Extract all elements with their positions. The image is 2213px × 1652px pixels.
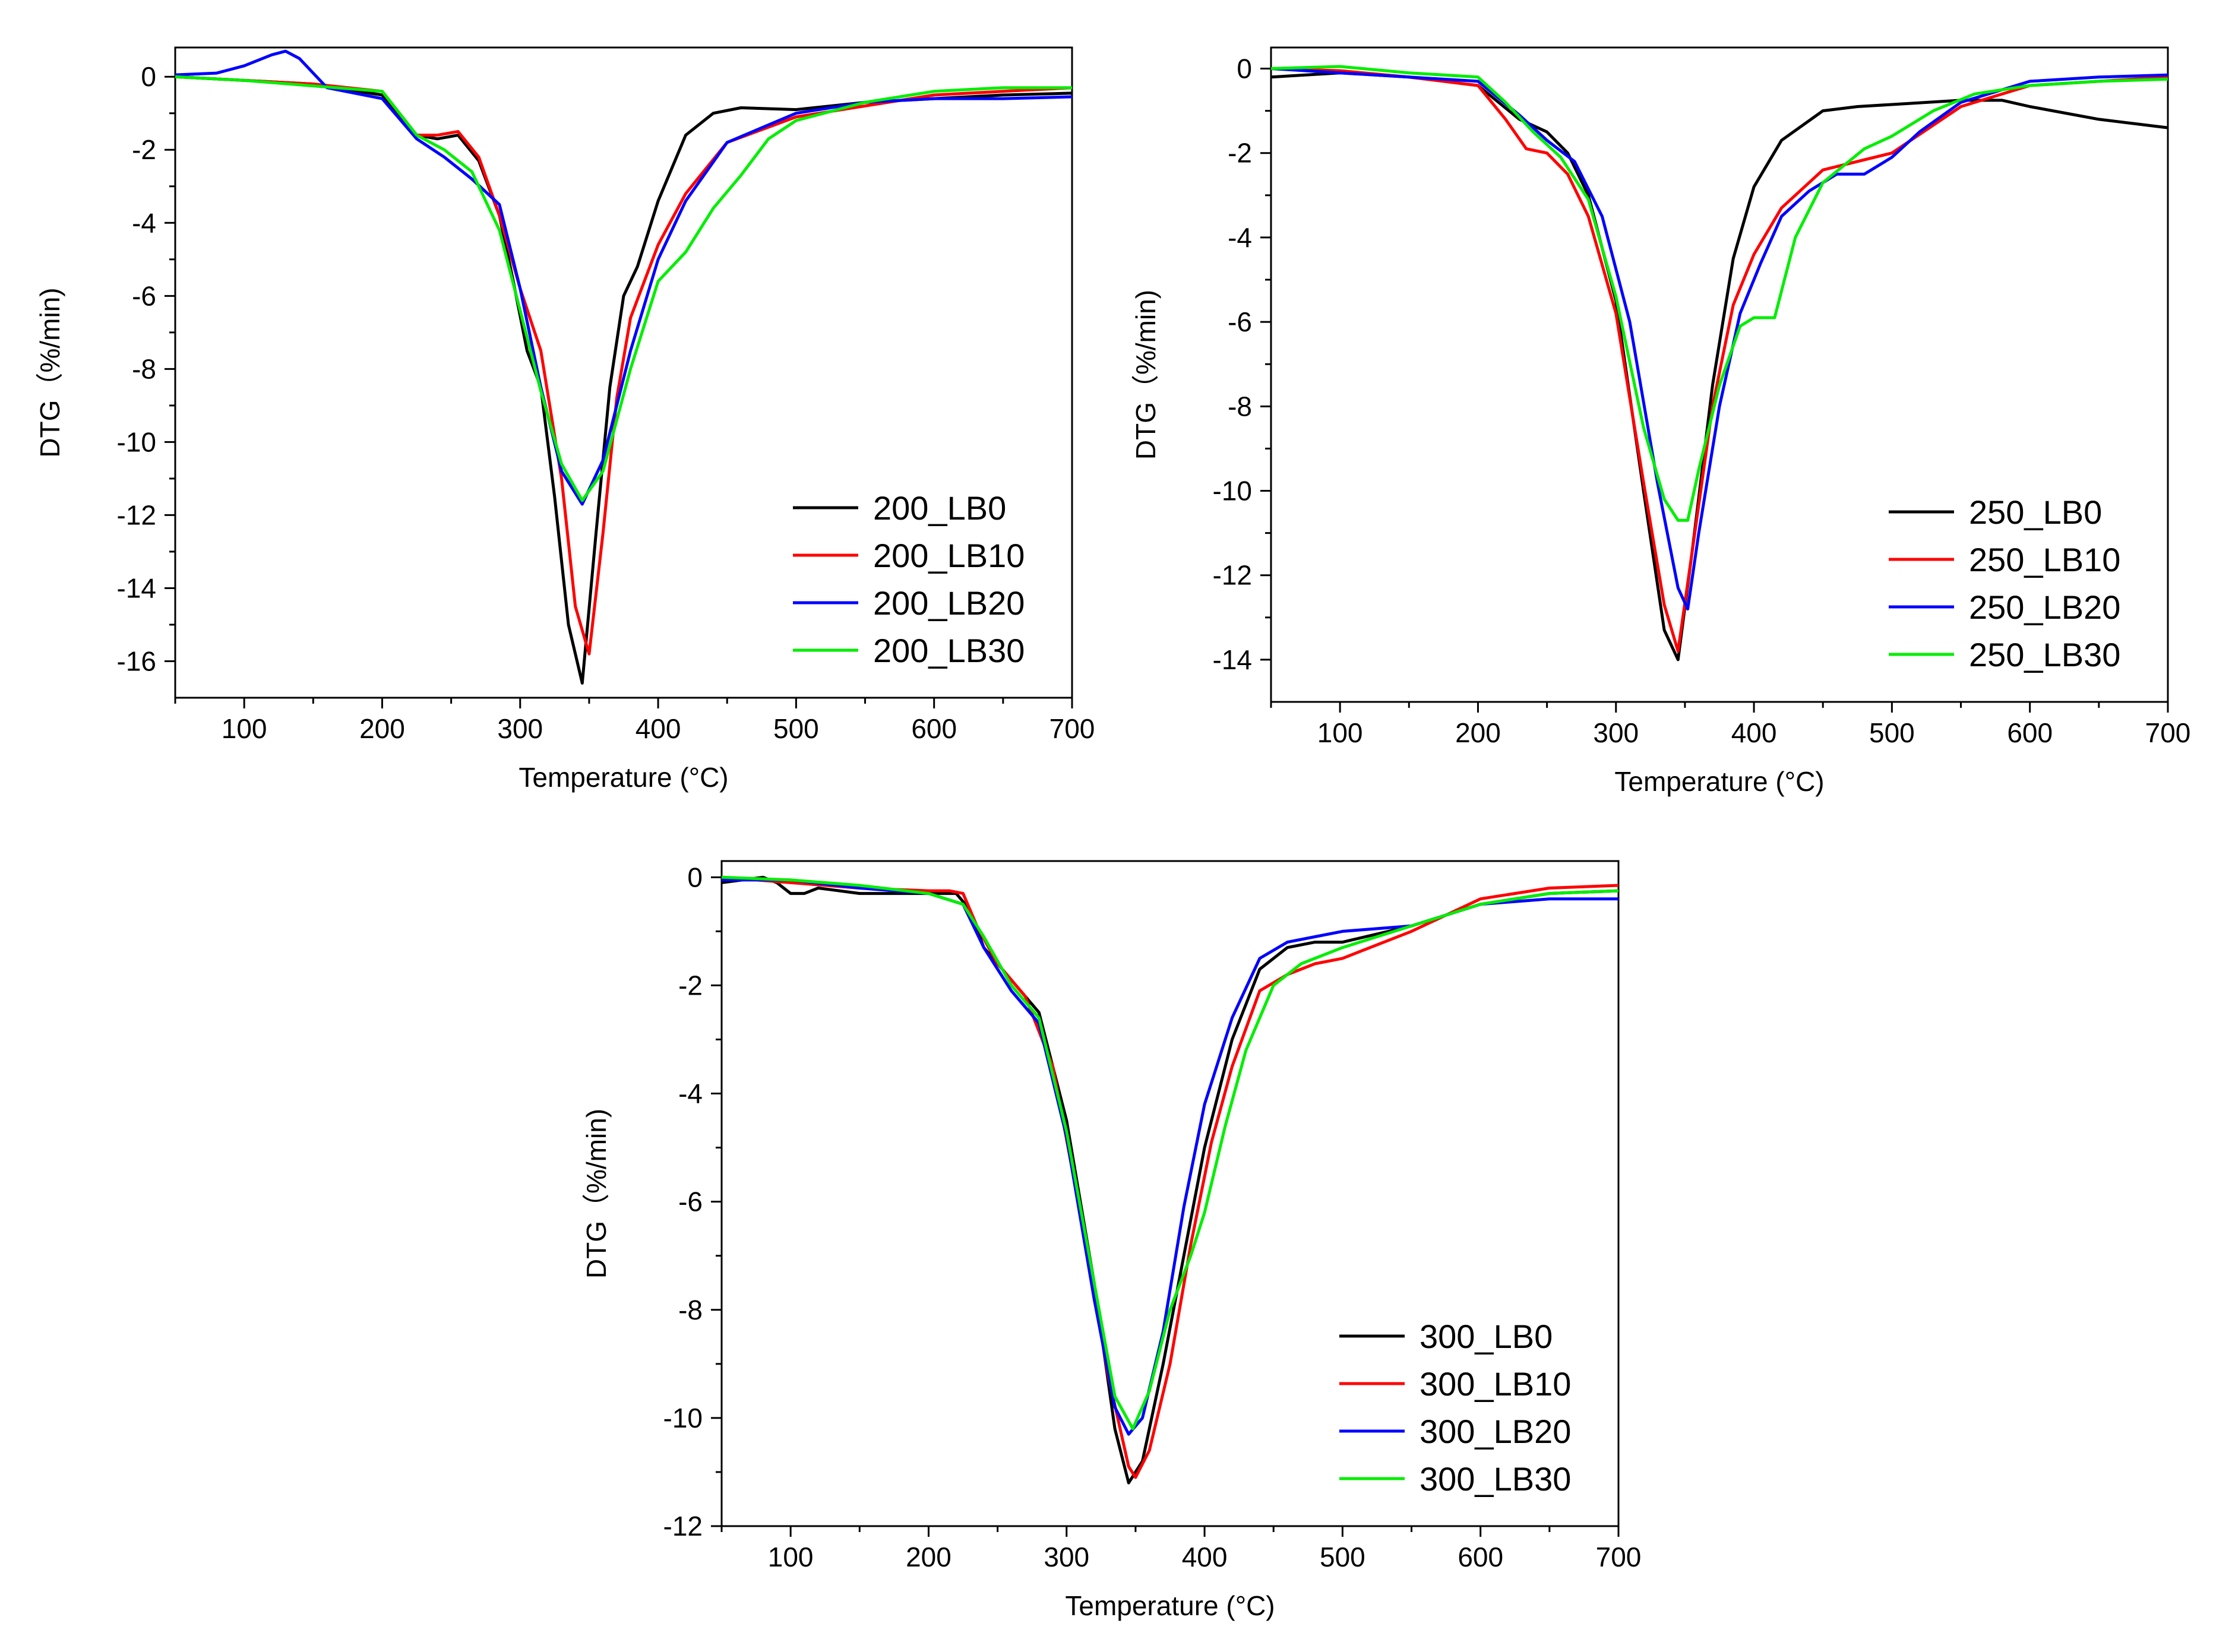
series-line-250_LB30 (1270, 65, 2168, 522)
y-tick-label: -10 (663, 1403, 703, 1433)
y-tick-label: -12 (1213, 560, 1252, 591)
x-tick-label: 100 (222, 713, 267, 744)
y-axis-title: DTG（%/min) (1130, 290, 1161, 460)
legend-label: 250_LB0 (1969, 493, 2102, 531)
x-tick-label: 400 (1731, 717, 1777, 748)
x-tick-label: 500 (1869, 717, 1915, 748)
y-tick-label: -12 (117, 499, 156, 530)
plot-frame (1270, 46, 2169, 703)
x-tick-label: 300 (1044, 1542, 1089, 1572)
y-tick-label: 0 (1237, 53, 1252, 84)
series-line-200_LB20 (175, 49, 1073, 506)
x-tick-label: 200 (1455, 717, 1501, 748)
series-line-200_LB0 (175, 75, 1073, 685)
y-tick-label: -6 (678, 1186, 703, 1217)
legend-label: 250_LB30 (1969, 636, 2120, 673)
x-tick-label: 300 (1593, 717, 1639, 748)
series-line-300_LB30 (721, 875, 1619, 1431)
y-tick-label: -14 (1213, 644, 1252, 675)
y-tick-label: -16 (117, 645, 156, 676)
series-line-250_LB20 (1270, 67, 2168, 611)
legend-label: 200_LB0 (873, 489, 1006, 527)
x-axis-title: Temperature (°C) (1614, 766, 1824, 797)
x-tick-label: 200 (359, 713, 405, 744)
y-axis-title: DTG（%/min) (581, 1109, 612, 1278)
x-tick-label: 200 (906, 1542, 951, 1572)
x-tick-label: 700 (2145, 717, 2191, 748)
legend-label: 200_LB30 (873, 632, 1025, 669)
x-tick-label: 600 (2007, 717, 2053, 748)
y-tick-label: -2 (678, 970, 703, 1001)
legend-label: 250_LB20 (1969, 588, 2120, 626)
chart-panel-300: 100 200 300 400 500 600 700 0 -2 -4 -6 -8 -10 -12 Temp… (581, 860, 1642, 1621)
legend-label: 300_LB10 (1420, 1365, 1571, 1403)
y-tick-label: -4 (132, 207, 156, 238)
x-tick-label: 400 (1182, 1542, 1228, 1572)
y-tick-label: -6 (1228, 306, 1252, 337)
y-tick-label: -4 (1228, 222, 1252, 253)
y-tick-label: -10 (117, 426, 156, 457)
legend-label: 300_LB0 (1420, 1318, 1553, 1355)
legend-label: 300_LB20 (1420, 1413, 1571, 1450)
x-axis-title: Temperature (°C) (1065, 1590, 1275, 1621)
chart-panel-200: 100 200 300 400 500 600 700 0 -2 -4 -6 -8 -10 -12 -14 -… (34, 46, 1095, 793)
plot-frame (174, 46, 1073, 699)
legend-label: 250_LB10 (1969, 541, 2120, 578)
y-axis-title: DTG（%/min) (34, 287, 65, 457)
series-line-200_LB30 (175, 75, 1072, 502)
x-tick-label: 100 (768, 1542, 814, 1572)
x-tick-label: 400 (636, 713, 681, 744)
y-tick-label: -12 (663, 1511, 703, 1542)
y-tick-label: -10 (1213, 476, 1252, 507)
legend-label: 200_LB20 (873, 584, 1025, 622)
y-tick-label: 0 (687, 862, 703, 893)
y-tick-label: -6 (132, 280, 156, 311)
legend-label: 200_LB10 (873, 537, 1025, 574)
plot-frame (720, 860, 1620, 1527)
x-tick-label: 500 (1320, 1542, 1365, 1572)
x-tick-label: 100 (1317, 717, 1363, 748)
x-tick-label: 300 (497, 713, 543, 744)
y-tick-label: -8 (132, 353, 156, 384)
chart-panel-250: 100 200 300 400 500 600 700 0 -2 -4 -6 -8 -10 -12 -14 T… (1130, 46, 2191, 797)
y-tick-label: -4 (678, 1078, 703, 1109)
x-tick-label: 600 (911, 713, 957, 744)
y-tick-label: -2 (1228, 138, 1252, 169)
series-line-300_LB10 (721, 875, 1619, 1479)
x-axis-title: Temperature (°C) (519, 762, 728, 793)
y-tick-label: -14 (117, 572, 156, 603)
x-tick-label: 700 (1049, 713, 1095, 744)
x-tick-label: 500 (773, 713, 819, 744)
y-tick-label: -2 (132, 134, 156, 165)
y-tick-label: 0 (141, 61, 156, 92)
y-tick-label: -8 (1228, 391, 1252, 422)
x-tick-label: 600 (1458, 1542, 1503, 1572)
x-tick-label: 700 (1596, 1542, 1642, 1572)
legend-label: 300_LB30 (1420, 1460, 1571, 1498)
y-tick-label: -8 (678, 1295, 703, 1325)
